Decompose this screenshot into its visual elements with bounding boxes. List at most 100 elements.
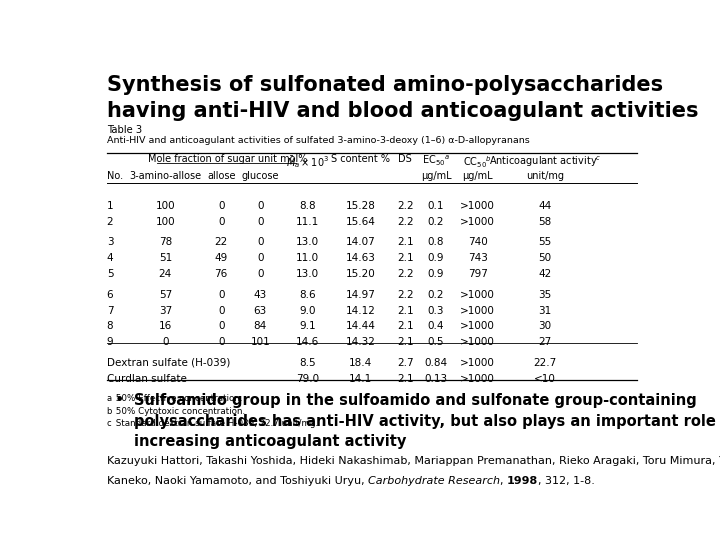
Text: , 312, 1-8.: , 312, 1-8. [538,476,595,485]
Text: 15.28: 15.28 [346,201,376,211]
Text: 14.07: 14.07 [346,238,376,247]
Text: 78: 78 [158,238,172,247]
Text: 13.0: 13.0 [296,238,319,247]
Text: ,: , [500,476,507,485]
Text: a: a [107,394,112,403]
Text: 14.1: 14.1 [349,374,372,384]
Text: <10: <10 [534,374,556,384]
Text: 0.9: 0.9 [428,253,444,263]
Text: >1000: >1000 [460,217,495,227]
Text: 0: 0 [257,217,264,227]
Text: 2.1: 2.1 [397,337,413,347]
Text: 44: 44 [538,201,552,211]
Text: 797: 797 [468,269,487,279]
Text: >1000: >1000 [460,358,495,368]
Text: 0.13: 0.13 [424,374,448,384]
Text: 14.44: 14.44 [346,321,376,332]
Text: 22.7: 22.7 [533,358,557,368]
Text: 0: 0 [257,253,264,263]
Text: 2.2: 2.2 [397,201,413,211]
Text: 22: 22 [215,238,228,247]
Text: unit/mg: unit/mg [526,171,564,181]
Text: 1998: 1998 [507,476,538,485]
Text: >1000: >1000 [460,201,495,211]
Text: 100: 100 [156,201,175,211]
Text: 11.0: 11.0 [296,253,319,263]
Text: 8: 8 [107,321,113,332]
Text: 50: 50 [539,253,552,263]
Text: 76: 76 [215,269,228,279]
Text: 101: 101 [251,337,270,347]
Text: 14.12: 14.12 [346,306,376,315]
Text: 2.2: 2.2 [397,269,413,279]
Text: 57: 57 [158,290,172,300]
Text: No.: No. [107,171,123,181]
Text: 0: 0 [218,321,225,332]
Text: 740: 740 [468,238,487,247]
Text: 51: 51 [158,253,172,263]
Text: >1000: >1000 [460,306,495,315]
Text: >1000: >1000 [460,374,495,384]
Text: Sulfoamido group in the sulfoamido and sulfonate group-containing
polysaccharide: Sulfoamido group in the sulfoamido and s… [133,393,720,449]
Text: 16: 16 [158,321,172,332]
Text: 31: 31 [538,306,552,315]
Text: 0: 0 [257,238,264,247]
Text: 6: 6 [107,290,113,300]
Text: CC$_{50}$$^{b}$: CC$_{50}$$^{b}$ [464,154,492,170]
Text: 3-amino-allose: 3-amino-allose [130,171,202,181]
Text: 49: 49 [215,253,228,263]
Text: 0.2: 0.2 [428,290,444,300]
Text: 9.1: 9.1 [300,321,316,332]
Text: Kazuyuki Hattori, Takashi Yoshida, Hideki Nakashimab, Mariappan Premanathan, Rie: Kazuyuki Hattori, Takashi Yoshida, Hidek… [107,456,720,465]
Text: 743: 743 [468,253,487,263]
Text: 84: 84 [253,321,267,332]
Text: 2.1: 2.1 [397,238,413,247]
Text: 14.6: 14.6 [296,337,319,347]
Text: 0: 0 [162,337,168,347]
Text: μg/mL: μg/mL [420,171,451,181]
Text: Synthesis of sulfonated amino-polysaccharides
having anti-HIV and blood anticoag: Synthesis of sulfonated amino-polysaccha… [107,75,698,121]
Text: 11.1: 11.1 [296,217,319,227]
Text: 18.4: 18.4 [349,358,372,368]
Text: 0.8: 0.8 [428,238,444,247]
Text: 0: 0 [257,201,264,211]
Text: 2.2: 2.2 [397,217,413,227]
Text: Standard dextran sulfate H-039, 22.7 unit/mg.: Standard dextran sulfate H-039, 22.7 uni… [114,419,318,428]
Text: Carbohydrate Research: Carbohydrate Research [368,476,500,485]
Text: 0.84: 0.84 [424,358,448,368]
Text: •: • [115,393,125,408]
Text: 3: 3 [107,238,113,247]
Text: 9: 9 [107,337,113,347]
Text: 0.4: 0.4 [428,321,444,332]
Text: 79.0: 79.0 [296,374,319,384]
Text: 100: 100 [156,217,175,227]
Text: 2: 2 [107,217,113,227]
Text: Curdlan sulfate: Curdlan sulfate [107,374,186,384]
Text: glucose: glucose [241,171,279,181]
Text: >1000: >1000 [460,337,495,347]
Text: 27: 27 [538,337,552,347]
Text: 0.1: 0.1 [428,201,444,211]
Text: allose: allose [207,171,235,181]
Text: 14.63: 14.63 [346,253,376,263]
Text: 2.1: 2.1 [397,253,413,263]
Text: 24: 24 [158,269,172,279]
Text: 2.7: 2.7 [397,358,413,368]
Text: 0: 0 [218,306,225,315]
Text: 63: 63 [253,306,267,315]
Text: 8.5: 8.5 [300,358,316,368]
Text: 30: 30 [539,321,552,332]
Text: 1: 1 [107,201,113,211]
Text: 55: 55 [538,238,552,247]
Text: 0: 0 [257,269,264,279]
Text: >1000: >1000 [460,290,495,300]
Text: b: b [107,407,112,416]
Text: Dextran sulfate (H-039): Dextran sulfate (H-039) [107,358,230,368]
Text: 8.8: 8.8 [300,201,316,211]
Text: 5: 5 [107,269,113,279]
Text: 9.0: 9.0 [300,306,316,315]
Text: >1000: >1000 [460,321,495,332]
Text: 0: 0 [218,217,225,227]
Text: 50% Cytotoxic concentration.: 50% Cytotoxic concentration. [114,407,246,416]
Text: 35: 35 [538,290,552,300]
